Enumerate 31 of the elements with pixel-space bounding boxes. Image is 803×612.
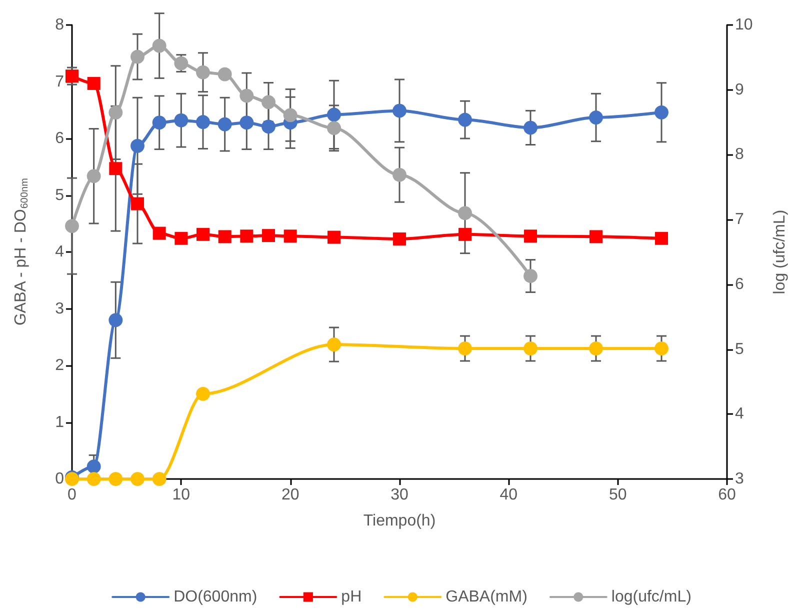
y-tick-label: 1 [55,414,64,431]
y2-tick-label: 8 [735,146,744,164]
x-axis-title: Tiempo(h) [363,512,436,530]
y2-tick-label: 4 [735,406,744,423]
y2-tick-label: 3 [735,470,744,488]
x-tick-label: 40 [500,486,518,504]
y-tick-label: 7 [55,73,64,90]
y-tick-label: 5 [55,186,64,204]
y-tick-label: 8 [55,16,64,34]
x-tick-label: 0 [68,486,77,504]
y2-tick-label: 9 [735,81,744,98]
y-tick-label: 3 [55,300,64,318]
y2-axis-title: log (ufc/mL) [772,210,788,294]
x-tick-label: 60 [718,486,736,504]
legend-label: log(ufc/mL) [611,588,692,606]
y-tick-label: 2 [55,357,64,374]
x-tick-label: 20 [281,486,300,504]
x-tick-label: 10 [172,486,190,504]
y-tick-label: 0 [55,470,64,488]
y2-tick-label: 6 [735,276,744,293]
x-tick-label: 50 [608,486,627,504]
legend-label: DO(600nm) [174,588,258,606]
x-tick-label: 30 [390,486,408,504]
y2-tick-label: 7 [735,211,744,228]
y-axis-title: GABA - pH - DO600nm [12,178,30,326]
y2-tick-label: 5 [735,340,744,358]
legend-label: pH [341,588,362,606]
y2-tick-label: 10 [735,16,753,34]
y-tick-label: 6 [55,130,64,147]
y-tick-label: 4 [55,244,64,260]
legend-label: GABA(mM) [446,588,528,606]
